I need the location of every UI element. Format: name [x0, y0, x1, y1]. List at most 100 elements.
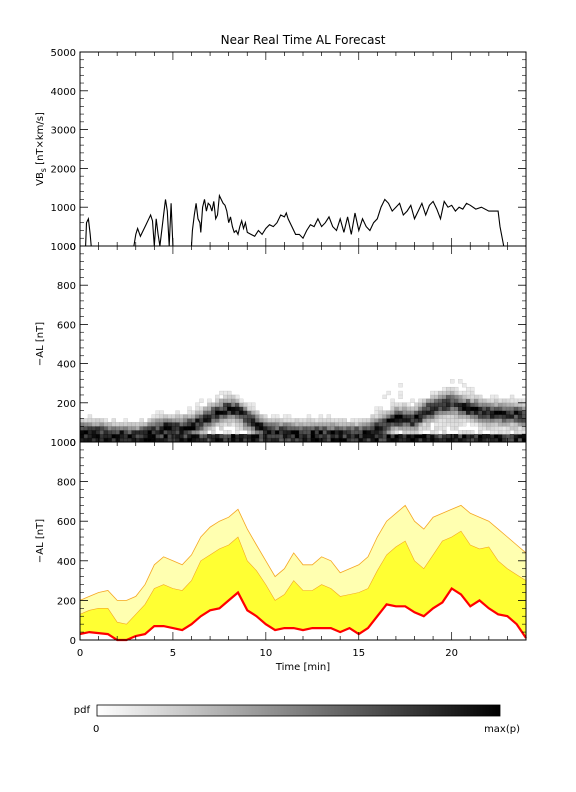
heatmap-cell	[227, 434, 232, 439]
heatmap-cell	[478, 418, 483, 423]
heatmap-cell	[87, 426, 93, 431]
heatmap-cell	[517, 426, 523, 431]
heatmap-cell	[418, 406, 423, 411]
heatmap-cell	[151, 426, 156, 431]
heatmap-cell	[486, 410, 491, 415]
heatmap-cell	[251, 434, 256, 439]
heatmap-cell	[155, 426, 160, 431]
heatmap-cell	[83, 430, 89, 435]
al-pdf-panel: 0 200 400 600 800 1000 −AL [nT]	[35, 242, 527, 449]
heatmap-cell	[259, 426, 264, 431]
heatmap-cell	[151, 422, 156, 427]
heatmap-cell	[274, 418, 280, 423]
heatmap-cell	[314, 426, 320, 431]
heatmap-cell	[350, 418, 355, 423]
heatmap-cell	[139, 434, 144, 439]
heatmap-cell	[418, 430, 423, 435]
heatmap-cell	[147, 418, 152, 423]
heatmap-cell	[310, 422, 316, 427]
heatmap-cell	[382, 418, 387, 423]
heatmap-cell	[497, 406, 503, 411]
heatmap-cell	[123, 430, 128, 435]
heatmap-cell	[478, 394, 483, 400]
heatmap-cell	[87, 430, 93, 435]
heatmap-cell	[107, 430, 113, 435]
ytick-label: 600	[57, 517, 76, 528]
vbs-series-line	[80, 193, 526, 247]
heatmap-cell	[259, 430, 264, 435]
heatmap-cell	[263, 430, 268, 435]
heatmap-cell	[410, 418, 415, 423]
heatmap-cell	[318, 434, 324, 439]
heatmap-cell	[490, 414, 495, 419]
heatmap-cell	[414, 418, 419, 423]
heatmap-cell	[87, 434, 93, 439]
heatmap-cell	[430, 430, 435, 435]
heatmap-cell	[517, 422, 523, 427]
heatmap-cell	[151, 430, 156, 435]
heatmap-cell	[426, 398, 431, 403]
heatmap-cell	[442, 390, 447, 396]
heatmap-cell	[235, 398, 240, 403]
heatmap-cell	[203, 414, 208, 419]
heatmap-cell	[99, 426, 105, 431]
heatmap-cell	[282, 434, 288, 439]
colorbar-min-label: 0	[93, 724, 99, 735]
heatmap-cell	[306, 434, 312, 439]
heatmap-cell	[227, 410, 232, 415]
ytick-label: 200	[57, 596, 76, 607]
heatmap-cell	[414, 430, 419, 435]
heatmap-cell	[231, 410, 236, 415]
heatmap-cell	[310, 437, 316, 443]
ytick-label: 5000	[51, 48, 76, 59]
heatmap-cell	[390, 434, 395, 439]
heatmap-cell	[175, 410, 180, 415]
heatmap-cell	[227, 418, 232, 423]
heatmap-cell	[497, 437, 503, 443]
heatmap-cell	[199, 430, 204, 435]
heatmap-cell	[167, 414, 172, 419]
heatmap-cell	[434, 426, 439, 431]
heatmap-cell	[243, 426, 248, 431]
heatmap-cell	[513, 434, 519, 439]
heatmap-cell	[83, 426, 89, 431]
heatmap-cell	[91, 437, 97, 443]
heatmap-cell	[430, 406, 435, 411]
heatmap-cell	[497, 418, 503, 423]
heatmap-cell	[163, 426, 168, 431]
heatmap-cell	[127, 434, 132, 439]
heatmap-cell	[430, 434, 435, 439]
heatmap-cell	[298, 430, 304, 435]
heatmap-cell	[374, 430, 379, 435]
heatmap-cell	[103, 437, 109, 443]
heatmap-cell	[259, 437, 264, 443]
heatmap-cell	[302, 434, 308, 439]
heatmap-cell	[478, 410, 483, 415]
heatmap-cell	[450, 402, 455, 407]
heatmap-cell	[274, 422, 280, 427]
heatmap-cell	[390, 402, 395, 407]
heatmap-cell	[231, 437, 236, 443]
heatmap-cell	[215, 418, 220, 423]
heatmap-cell	[478, 402, 483, 407]
heatmap-cell	[513, 414, 519, 419]
heatmap-cell	[131, 422, 136, 427]
heatmap-cell	[478, 406, 483, 411]
heatmap-cell	[509, 414, 515, 419]
heatmap-cell	[215, 422, 220, 427]
heatmap-cell	[434, 434, 439, 439]
heatmap-cell	[462, 410, 467, 415]
heatmap-cell	[454, 418, 459, 423]
heatmap-cell	[227, 402, 232, 407]
heatmap-cell	[470, 386, 475, 392]
heatmap-cell	[223, 434, 228, 439]
heatmap-cell	[211, 426, 216, 431]
heatmap-cell	[497, 426, 503, 431]
heatmap-cell	[466, 437, 471, 443]
heatmap-cell	[450, 390, 455, 396]
heatmap-cell	[394, 402, 399, 407]
heatmap-cell	[191, 422, 196, 427]
heatmap-cell	[147, 434, 152, 439]
heatmap-cell	[390, 437, 395, 443]
heatmap-cell	[111, 426, 116, 431]
